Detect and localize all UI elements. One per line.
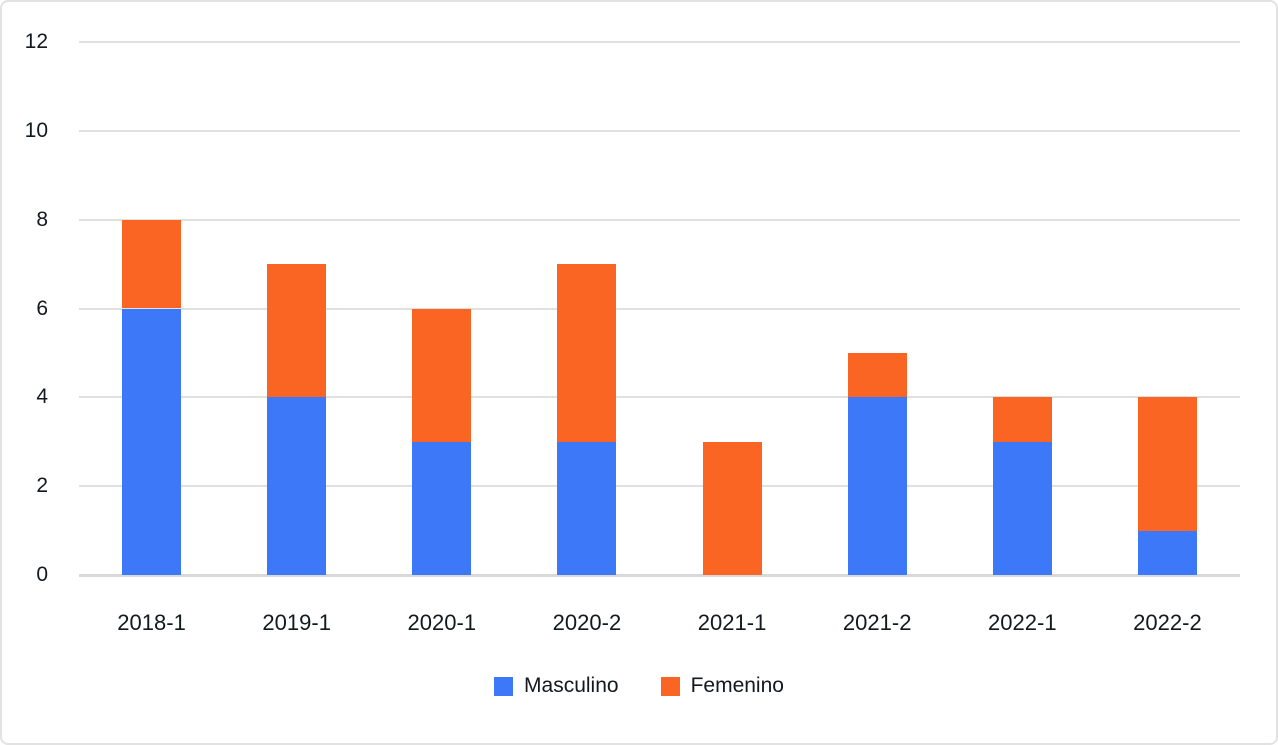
legend-swatch-masculino: [494, 676, 514, 696]
gridline-y-6: [79, 307, 1240, 310]
legend-swatch-femenino: [660, 676, 680, 696]
gridline-y-10: [79, 129, 1240, 132]
gridline-y-12: [79, 41, 1240, 43]
legend-item-masculino: Masculino: [494, 674, 619, 698]
y-tick-label-8: 8: [36, 207, 48, 231]
y-tick-label-2: 2: [36, 474, 48, 498]
legend-label-femenino: Femenino: [690, 674, 784, 697]
bar-segment-masculino-2020-1: [412, 441, 471, 575]
gridline-y-8: [79, 218, 1240, 221]
bar-segment-femenino-2022-1: [993, 397, 1052, 442]
legend-label-masculino: Masculino: [524, 674, 619, 697]
bar-segment-masculino-2021-2: [848, 397, 907, 575]
chart-legend: Masculino Femenino: [2, 674, 1276, 698]
x-tick-label-2018-1: 2018-1: [117, 610, 186, 635]
x-tick-label-2021-1: 2021-1: [697, 610, 767, 635]
gridline-y-4: [79, 396, 1240, 399]
y-tick-label-0: 0: [36, 563, 48, 586]
y-tick-label-4: 4: [36, 385, 48, 409]
bar-segment-femenino-2018-1: [122, 219, 181, 309]
x-tick-label-2022-1: 2022-1: [988, 610, 1057, 635]
y-tick-label-10: 10: [24, 118, 48, 142]
bar-segment-femenino-2022-2: [1138, 397, 1197, 531]
bar-segment-femenino-2020-2: [557, 264, 616, 442]
bar-segment-masculino-2020-2: [557, 441, 616, 575]
gridline-y-2: [79, 485, 1240, 488]
legend-item-femenino: Femenino: [660, 674, 784, 698]
bar-segment-masculino-2019-1: [267, 397, 326, 575]
x-tick-label-2022-2: 2022-2: [1133, 610, 1202, 635]
x-axis-line: [79, 574, 1240, 577]
bar-segment-masculino-2018-1: [122, 308, 181, 575]
y-tick-label-6: 6: [36, 296, 48, 320]
bar-segment-masculino-2022-1: [993, 441, 1052, 575]
x-tick-label-2021-2: 2021-2: [842, 610, 912, 635]
bar-segment-femenino-2021-2: [848, 352, 907, 398]
x-tick-label-2019-1: 2019-1: [262, 610, 331, 635]
bar-segment-femenino-2021-1: [703, 441, 762, 575]
x-tick-label-2020-1: 2020-1: [407, 610, 477, 635]
y-tick-label-12: 12: [24, 30, 48, 53]
x-tick-label-2020-2: 2020-2: [552, 610, 622, 635]
bar-segment-masculino-2022-2: [1138, 530, 1197, 575]
bar-segment-femenino-2019-1: [267, 264, 326, 398]
bar-segment-femenino-2020-1: [412, 308, 471, 442]
